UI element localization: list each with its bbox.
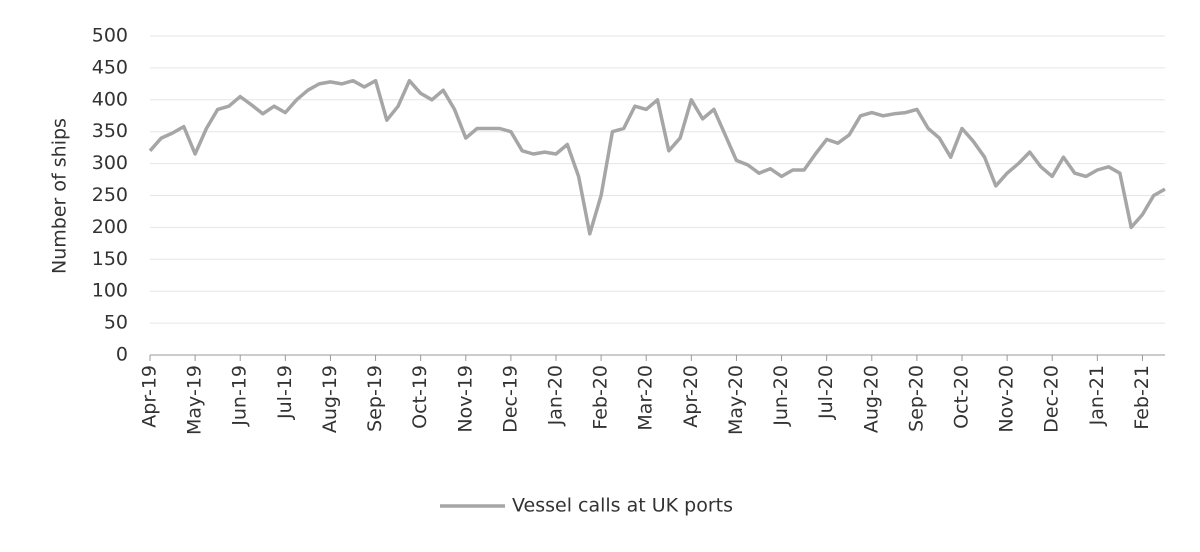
x-tick-label: Sep-20 [905, 365, 927, 432]
x-tick-label: Aug-20 [860, 365, 882, 433]
x-tick-label: May-19 [184, 365, 206, 435]
y-tick-label: 350 [92, 120, 128, 142]
y-tick-label: 300 [92, 152, 128, 174]
x-tick-label: Oct-19 [409, 365, 431, 429]
legend-label: Vessel calls at UK ports [512, 495, 733, 517]
x-tick-label: Aug-19 [319, 365, 341, 433]
x-tick-label: Sep-19 [364, 365, 386, 432]
y-tick-label: 150 [92, 248, 128, 270]
x-tick-label: Nov-19 [454, 365, 476, 433]
y-tick-label: 250 [92, 184, 128, 206]
x-tick-label: Mar-20 [635, 365, 657, 431]
y-tick-label: 200 [92, 216, 128, 238]
x-tick-label: Feb-20 [590, 365, 612, 430]
x-tick-label: Apr-20 [680, 365, 702, 428]
y-axis-label: Number of ships [49, 118, 71, 274]
x-tick-label: Nov-20 [996, 365, 1018, 433]
x-tick-label: Jan-20 [545, 365, 567, 426]
y-tick-label: 500 [92, 25, 128, 47]
x-tick-label: Jun-19 [229, 365, 251, 427]
x-tick-label: Dec-20 [1041, 365, 1063, 433]
x-tick-label: Apr-19 [139, 365, 161, 428]
x-tick-label: Feb-21 [1131, 365, 1153, 430]
x-tick-label: Oct-20 [951, 365, 973, 429]
y-tick-label: 50 [104, 312, 128, 334]
y-tick-label: 450 [92, 56, 128, 78]
x-tick-label: Jan-21 [1086, 365, 1108, 426]
y-tick-label: 400 [92, 88, 128, 110]
x-tick-label: Jul-19 [274, 365, 296, 420]
x-tick-label: Jun-20 [770, 365, 792, 427]
y-tick-label: 100 [92, 280, 128, 302]
y-tick-label: 0 [116, 344, 128, 366]
x-tick-label: Jul-20 [815, 365, 837, 420]
x-tick-label: Dec-19 [499, 365, 521, 433]
x-tick-label: May-20 [725, 365, 747, 435]
series-line [148, 78, 1166, 236]
